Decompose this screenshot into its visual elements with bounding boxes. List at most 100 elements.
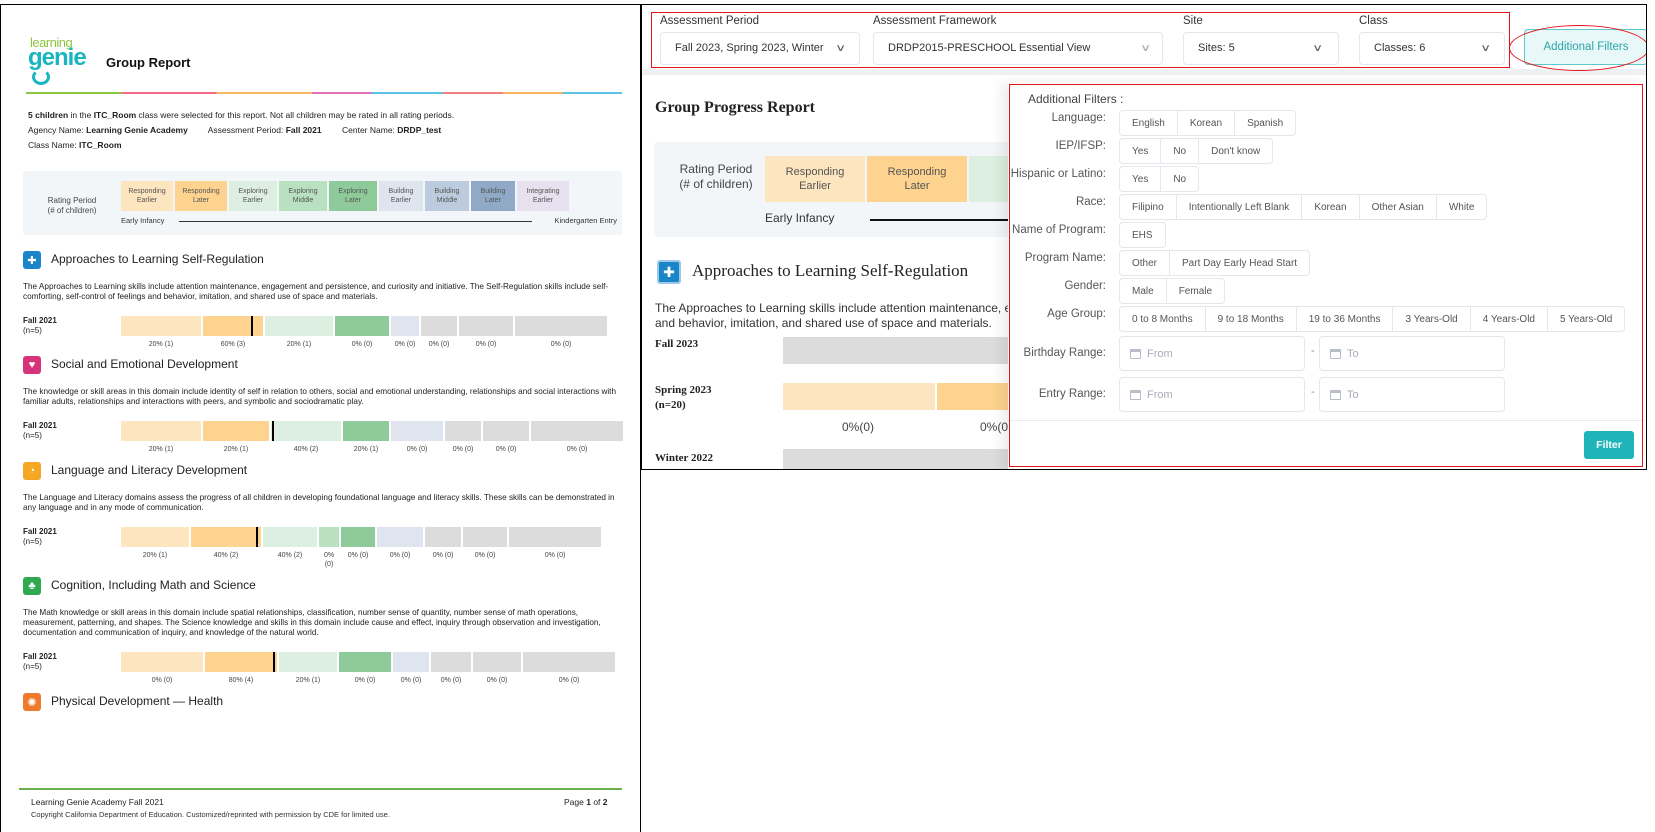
heart-icon: ♥ (23, 356, 41, 374)
filter-option[interactable]: EHS (1132, 229, 1153, 241)
genie-swirl-icon (32, 69, 50, 85)
calendar-icon (1130, 389, 1141, 400)
assessment-period-label: Assessment Period (660, 15, 760, 27)
class-name: ITC_Room (79, 140, 122, 150)
level-line2: Earlier (799, 180, 831, 192)
percent-label: 0% (0) (475, 341, 497, 348)
percent-label: 20% (1) (148, 341, 174, 348)
filter-option[interactable]: No (1161, 139, 1200, 163)
intro-text: class were selected for this report. Not… (136, 110, 455, 120)
legend-levels: Responding Earlier Responding Later Explorin… (121, 181, 569, 211)
filter-option[interactable]: 9 to 18 Months (1206, 307, 1297, 331)
filter-option[interactable]: Yes (1120, 139, 1162, 163)
bar-segment (783, 337, 1008, 364)
bar-segment (509, 527, 601, 547)
site-select[interactable]: Sites: 5 ∨ (1183, 32, 1339, 65)
chevron-down-icon: ∨ (835, 43, 847, 54)
class-select[interactable]: Classes: 6 ∨ (1359, 32, 1505, 65)
filter-option[interactable]: Female (1178, 285, 1213, 297)
filter-option[interactable]: Male (1120, 279, 1167, 303)
period-text: Fall 2021 (23, 316, 57, 325)
gpr-row-label: Spring 2023 (n=20) (655, 383, 712, 413)
assessment-framework-value: DRDP2015-PRESCHOOL Essential View (888, 42, 1091, 54)
filter-option[interactable]: Part Day Early Head Start (1182, 257, 1298, 269)
intro-class: ITC_Room (93, 110, 137, 120)
filter-row: Language: English Korean Spanish (1008, 110, 1646, 136)
bar-segment (483, 421, 529, 441)
gpr-axis-start: Early Infancy (765, 211, 835, 225)
filter-option[interactable]: White (1448, 201, 1475, 213)
percent-label: 0% (0) (323, 552, 335, 568)
bar-segment (263, 527, 317, 547)
filter-row-label: Age Group: (1047, 308, 1106, 320)
gpr-row-label: Fall 2023 (655, 337, 698, 352)
axis-end-label: Kindergarten Entry (554, 216, 617, 225)
assessment-framework-label: Assessment Framework (873, 15, 997, 27)
puzzle-icon: ✚ (23, 251, 41, 269)
additional-filters-button[interactable]: Additional Filters (1524, 29, 1646, 65)
percent-label: 0% (0) (347, 552, 369, 559)
filter-button[interactable]: Filter (1584, 431, 1634, 459)
filter-option[interactable]: 19 to 36 Months (1297, 307, 1394, 331)
chevron-down-icon: ∨ (1480, 43, 1492, 54)
children-count-text: (# of children) (679, 177, 753, 191)
percent-label: 0% (0) (394, 341, 416, 348)
filter-option[interactable]: Korean (1302, 195, 1360, 219)
filter-row-label: Name of Program: (1012, 224, 1106, 236)
filter-option[interactable]: Korean (1178, 111, 1236, 135)
bar-segment (339, 652, 391, 672)
filter-option[interactable]: Filipino (1120, 195, 1177, 219)
birthday-from-input[interactable]: From (1119, 336, 1305, 371)
gpr-bar-winter-2022 (783, 449, 1008, 469)
range-separator: - (1311, 345, 1315, 357)
filter-option[interactable]: Spanish (1247, 117, 1284, 129)
footer-copyright: Copyright California Department of Educa… (31, 810, 390, 819)
gpr-row-label: Winter 2022 (655, 451, 713, 466)
domain-description: The Math knowledge or skill areas in thi… (23, 608, 601, 637)
entry-from-input[interactable]: From (1119, 377, 1305, 412)
average-marker (256, 527, 258, 547)
children-count: 5 children (28, 110, 69, 120)
filter-option[interactable]: 4 Years-Old (1471, 307, 1548, 331)
percent-label: 0% (0) (428, 341, 450, 348)
filter-row: Hispanic or Latino: Yes No (1008, 166, 1646, 192)
percent-label: 0% (0) (351, 341, 373, 348)
percent-label: 0% (0) (389, 552, 411, 559)
filter-row-label: Gender: (1064, 280, 1106, 292)
assessment-period-select[interactable]: Fall 2023, Spring 2023, Winter ∨ (660, 32, 860, 65)
gpr-rating-period-label: Rating Period (# of children) (664, 162, 768, 192)
gpr-bar-fall-2023 (783, 337, 1008, 364)
percent-label: 0% (0) (452, 446, 474, 453)
percent-label: 0% (0) (558, 677, 580, 684)
placeholder: To (1347, 388, 1359, 401)
domain-header: ✺ Physical Development — Health (23, 692, 623, 712)
bar-segment (121, 316, 201, 336)
bar-segment (343, 421, 389, 441)
developmental-axis: Early Infancy Kindergarten Entry (121, 216, 617, 226)
filter-row: Gender: Male Female (1008, 278, 1646, 304)
filter-option[interactable]: 0 to 8 Months (1120, 307, 1206, 331)
gpr-domain-title: Approaches to Learning Self-Regulation (692, 261, 969, 280)
legend-level-cell: Exploring Earlier (229, 181, 277, 211)
entry-to-input[interactable]: To (1319, 377, 1505, 412)
filter-option[interactable]: English (1120, 111, 1178, 135)
period-text: Fall 2021 (23, 527, 57, 536)
calendar-icon (1330, 389, 1341, 400)
filter-option[interactable]: Other (1120, 251, 1171, 275)
filter-option[interactable]: Intentionally Left Blank (1177, 195, 1303, 219)
birthday-to-input[interactable]: To (1319, 336, 1505, 371)
report-meta: Agency Name: Learning Genie Academy Asse… (28, 123, 441, 153)
assessment-framework-select[interactable]: DRDP2015-PRESCHOOL Essential View ∨ (873, 32, 1163, 65)
class-label: Class (1359, 15, 1388, 27)
filter-option[interactable]: Don't know (1211, 145, 1261, 157)
level-line2: Later (345, 197, 361, 204)
level-line1: Building (388, 188, 414, 195)
filter-option[interactable]: No (1173, 173, 1187, 185)
filter-option[interactable]: Other Asian (1360, 195, 1437, 219)
filter-row: IEP/IFSP: Yes No Don't know (1008, 138, 1646, 164)
filter-option[interactable]: 5 Years-Old (1560, 313, 1613, 325)
rating-legend: Rating Period (# of children) Responding… (23, 171, 622, 235)
percent-label: 40% (2) (277, 552, 303, 559)
filter-option[interactable]: Yes (1120, 167, 1162, 191)
filter-option[interactable]: 3 Years-Old (1393, 307, 1471, 331)
